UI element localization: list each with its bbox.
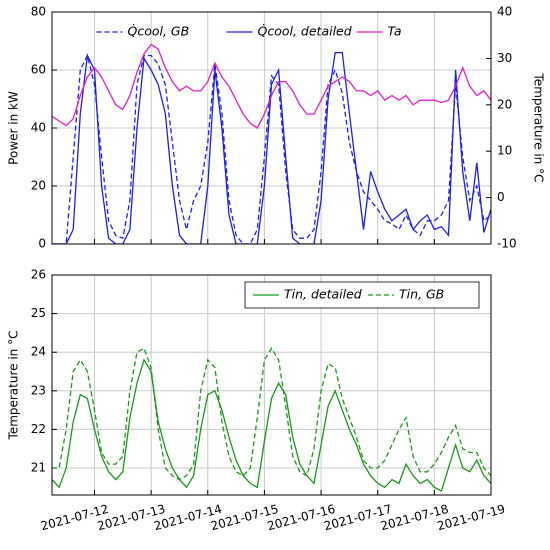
series-line [52,43,491,129]
legend-label: Tin, detailed [284,287,362,302]
y-tick-label: 20 [31,179,46,193]
y-tick-label: 21 [31,460,46,474]
legend-label: Q̇cool, detailed [258,24,352,39]
series-line [52,347,491,481]
y-tick-label: 26 [31,268,46,282]
y-tick-label: 24 [31,345,46,359]
legend-label: Ta [388,24,402,39]
y-tick-label: 40 [31,121,46,135]
series-line [52,51,491,244]
y-tick-label: 60 [31,63,46,77]
y2-tick-label: 40 [497,5,512,19]
y-tick-label: 0 [38,237,46,251]
y2-tick-label: 0 [497,190,505,204]
y2-tick-label: -10 [497,237,517,251]
legend-label: Tin, GB [399,287,444,302]
y-tick-label: 23 [31,383,46,397]
legend-label: Q̇cool, GB [128,24,190,39]
legend-box [244,281,480,309]
y-axis-label: Power in kW [7,91,21,165]
axes-frame [51,274,492,496]
y-axis-label: Temperature in °C [7,331,21,441]
series-line [52,358,491,493]
y2-axis-label: Temperature in °C [532,73,546,183]
y2-tick-label: 20 [497,97,512,111]
y-tick-label: 22 [31,422,46,436]
y2-tick-label: 10 [497,144,512,158]
y2-tick-label: 30 [497,51,512,65]
y-tick-label: 80 [31,5,46,19]
series-line [52,53,491,244]
axes-frame [51,11,492,245]
y-tick-label: 25 [31,306,46,320]
